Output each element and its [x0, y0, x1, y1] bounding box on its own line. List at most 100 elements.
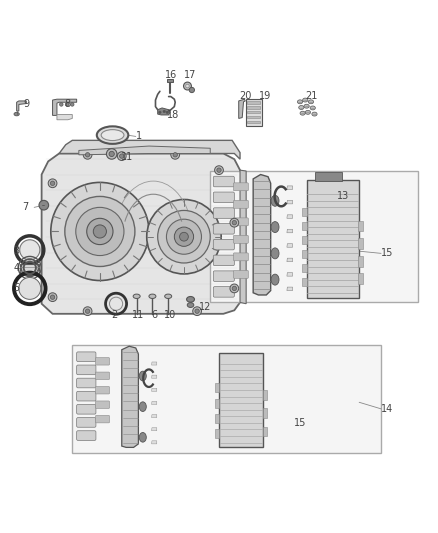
Bar — [358, 221, 363, 231]
FancyBboxPatch shape — [77, 352, 96, 361]
Bar — [20, 264, 39, 275]
Bar — [263, 390, 267, 400]
FancyBboxPatch shape — [95, 372, 110, 379]
Bar — [247, 110, 260, 113]
Text: 11: 11 — [132, 310, 144, 320]
Ellipse shape — [149, 294, 156, 298]
Bar — [247, 116, 260, 118]
Circle shape — [51, 182, 149, 280]
Ellipse shape — [133, 294, 140, 298]
Circle shape — [232, 286, 237, 290]
Text: 15: 15 — [381, 248, 393, 259]
Ellipse shape — [139, 371, 146, 381]
FancyBboxPatch shape — [77, 391, 96, 401]
Circle shape — [48, 179, 57, 188]
Ellipse shape — [139, 432, 146, 442]
Circle shape — [230, 219, 239, 227]
Ellipse shape — [189, 87, 194, 93]
Text: 8: 8 — [65, 100, 71, 109]
FancyBboxPatch shape — [233, 183, 248, 191]
Circle shape — [110, 297, 123, 310]
Polygon shape — [53, 99, 77, 115]
Bar — [263, 427, 267, 437]
Circle shape — [93, 225, 106, 238]
Text: 1: 1 — [136, 132, 142, 141]
Polygon shape — [17, 101, 26, 111]
Text: 6: 6 — [151, 310, 157, 320]
Polygon shape — [152, 441, 157, 444]
Text: 9: 9 — [23, 100, 29, 109]
Polygon shape — [72, 345, 381, 453]
Circle shape — [193, 307, 201, 316]
FancyBboxPatch shape — [233, 218, 248, 226]
Ellipse shape — [101, 130, 124, 141]
Bar — [167, 78, 173, 82]
FancyBboxPatch shape — [233, 200, 248, 208]
Circle shape — [50, 295, 55, 300]
Text: 3: 3 — [14, 246, 20, 256]
Circle shape — [147, 199, 221, 274]
Text: 15: 15 — [293, 418, 306, 429]
Circle shape — [163, 110, 166, 113]
FancyBboxPatch shape — [213, 208, 234, 219]
Circle shape — [174, 227, 194, 246]
FancyBboxPatch shape — [213, 239, 234, 250]
Polygon shape — [152, 375, 157, 378]
FancyBboxPatch shape — [77, 378, 96, 388]
Ellipse shape — [297, 100, 303, 104]
Circle shape — [87, 219, 113, 245]
Polygon shape — [287, 229, 293, 233]
Text: 19: 19 — [259, 91, 271, 101]
Text: 5: 5 — [14, 282, 20, 293]
Circle shape — [184, 82, 191, 90]
Circle shape — [186, 84, 189, 88]
FancyBboxPatch shape — [77, 431, 96, 440]
Circle shape — [71, 103, 74, 106]
Ellipse shape — [187, 303, 194, 308]
Bar — [358, 273, 363, 284]
Bar — [247, 120, 260, 123]
Polygon shape — [122, 346, 138, 447]
FancyBboxPatch shape — [213, 271, 234, 281]
Bar — [302, 222, 307, 230]
Bar — [215, 399, 219, 408]
Bar — [358, 255, 363, 266]
Circle shape — [159, 111, 161, 114]
Ellipse shape — [165, 294, 172, 298]
Text: 17: 17 — [184, 70, 197, 79]
FancyBboxPatch shape — [77, 418, 96, 427]
FancyBboxPatch shape — [213, 255, 234, 265]
Ellipse shape — [300, 111, 305, 115]
Bar — [263, 408, 267, 418]
Bar — [302, 208, 307, 216]
Circle shape — [158, 211, 210, 263]
Polygon shape — [152, 415, 157, 418]
Ellipse shape — [271, 222, 279, 232]
Text: 16: 16 — [165, 70, 177, 79]
Circle shape — [230, 284, 239, 293]
Polygon shape — [287, 200, 293, 204]
Polygon shape — [287, 258, 293, 262]
FancyBboxPatch shape — [213, 223, 234, 234]
Text: 21: 21 — [305, 91, 317, 101]
Circle shape — [83, 307, 92, 316]
Circle shape — [20, 240, 40, 260]
FancyBboxPatch shape — [233, 253, 248, 261]
FancyBboxPatch shape — [213, 192, 234, 203]
Polygon shape — [152, 427, 157, 431]
Text: 20: 20 — [239, 91, 251, 101]
Circle shape — [39, 200, 49, 210]
Bar — [358, 238, 363, 249]
Bar — [247, 106, 260, 109]
Bar — [302, 251, 307, 258]
Text: 10: 10 — [164, 310, 176, 320]
Circle shape — [85, 309, 90, 313]
Bar — [247, 101, 260, 104]
Bar — [302, 264, 307, 272]
Circle shape — [195, 309, 199, 313]
FancyBboxPatch shape — [77, 405, 96, 414]
Circle shape — [65, 103, 69, 106]
Text: 7: 7 — [22, 203, 28, 212]
FancyBboxPatch shape — [233, 270, 248, 278]
Bar — [215, 383, 219, 392]
